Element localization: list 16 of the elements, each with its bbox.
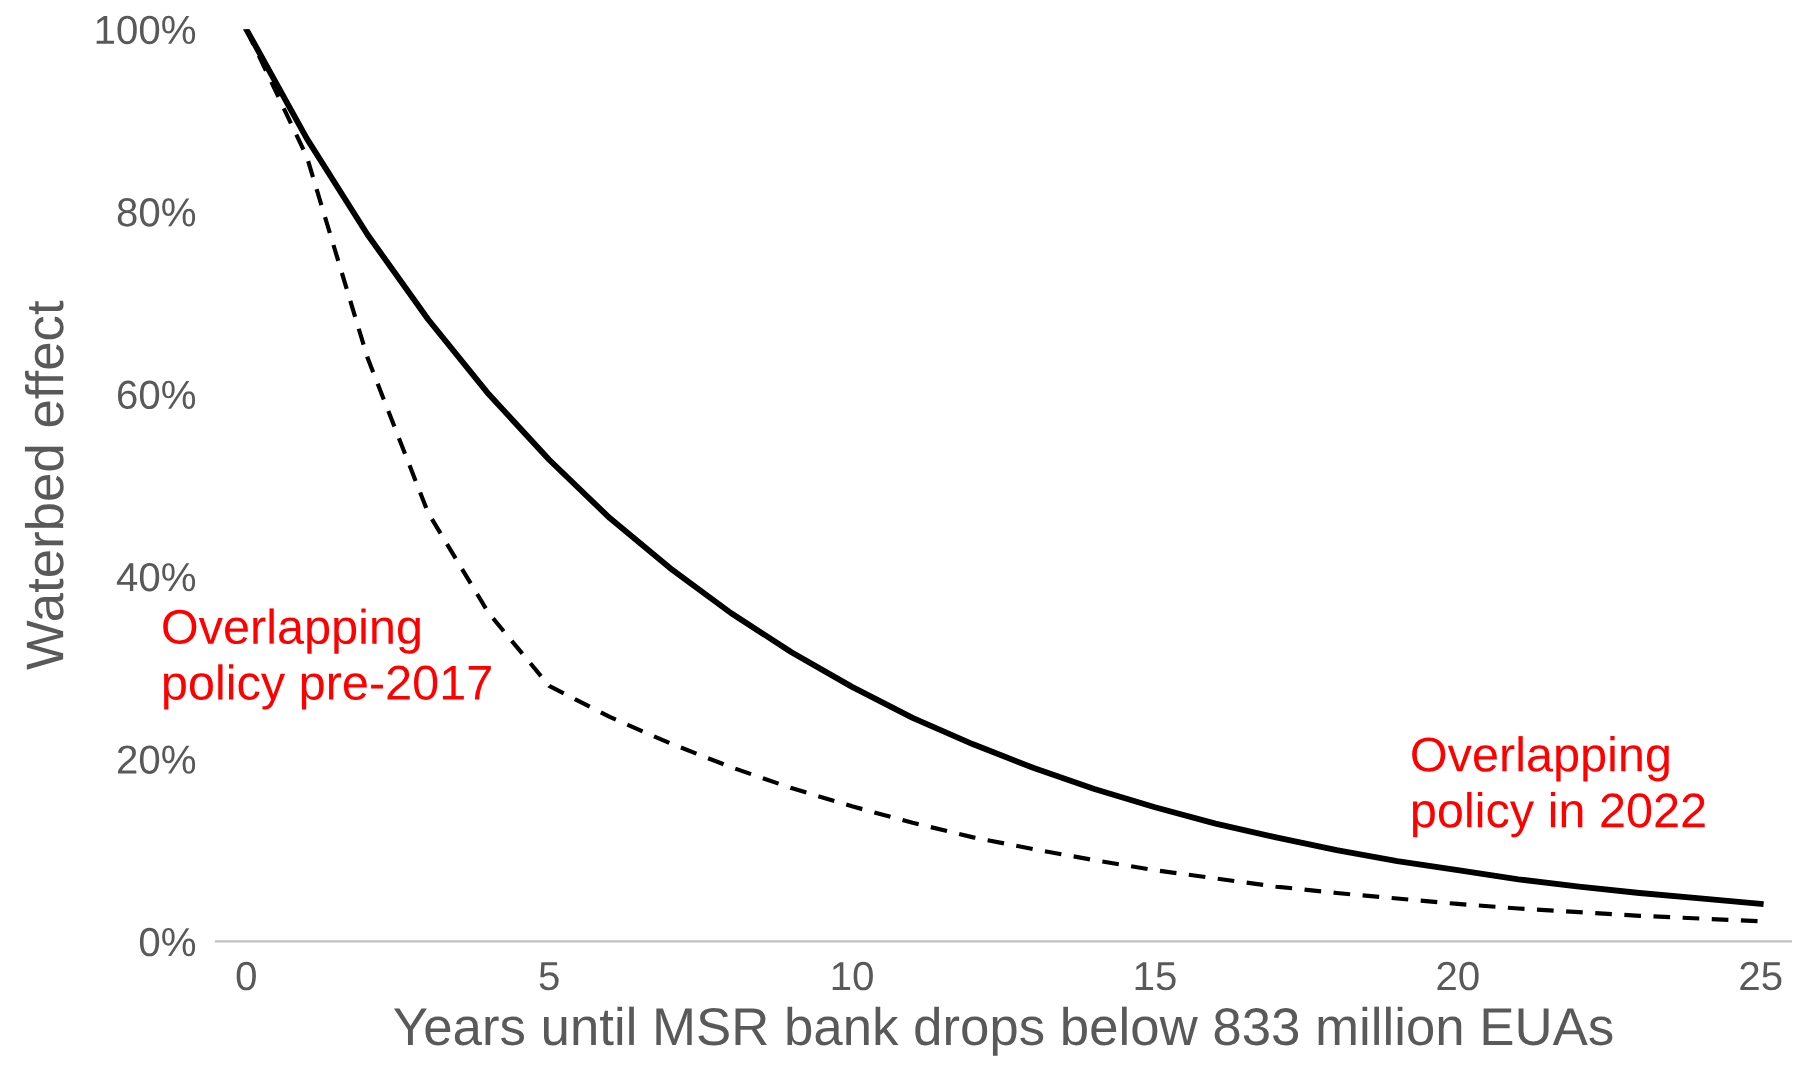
x-tick-label: 5 — [539, 962, 559, 991]
x-axis-title: Years until MSR bank drops below 833 million EUAs — [394, 1006, 1613, 1056]
annotation: Overlapping policy pre-2017 — [163, 608, 491, 710]
y-tick-label: 20% — [117, 745, 196, 774]
y-tick-label: 0% — [139, 927, 196, 957]
x-tick-label: 0 — [236, 961, 256, 991]
x-tick-label: 15 — [1135, 962, 1176, 991]
y-tick-label: 80% — [117, 198, 196, 227]
x-tick-label: 25 — [1740, 961, 1782, 991]
y-tick-label: 40% — [116, 562, 196, 592]
x-tick-label: 10 — [832, 961, 873, 991]
x-tick-label: 20 — [1437, 961, 1479, 991]
y-tick-label: 60% — [117, 380, 196, 410]
annotation: Overlapping policy in 2022 — [1412, 736, 1705, 838]
y-axis-title: Waterbed effect — [24, 300, 64, 670]
y-tick-label: 100% — [96, 15, 196, 45]
